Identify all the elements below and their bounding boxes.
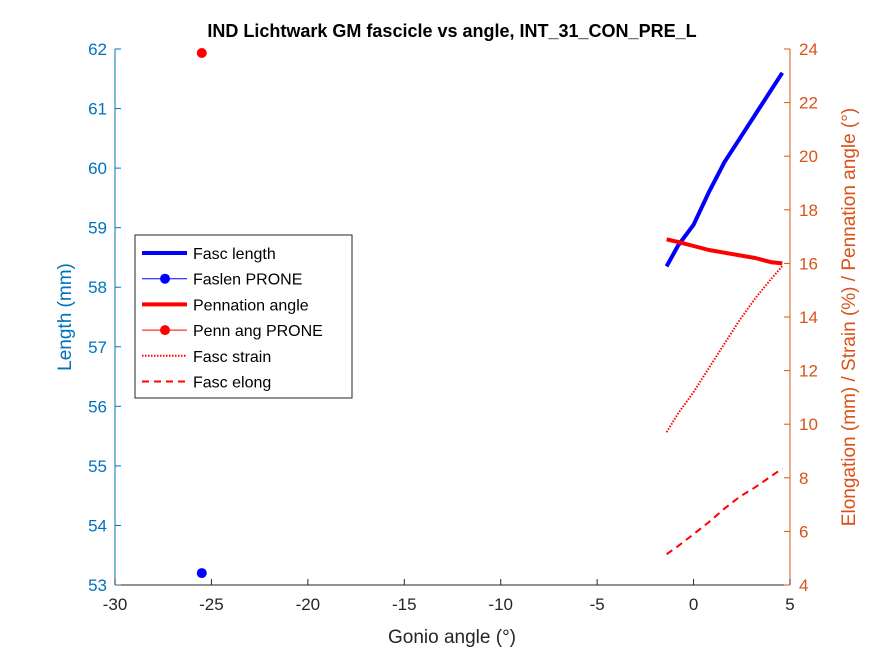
legend-marker-penn-ang-prone — [160, 325, 170, 336]
y-right-tick-label: 24 — [799, 40, 818, 59]
legend-label-fasc-strain: Fasc strain — [193, 349, 271, 366]
legend: Fasc length Faslen PRONE Pennation angle Pe… — [134, 234, 353, 399]
legend-marker-faslen-prone — [160, 273, 170, 284]
y-left-tick-label: 53 — [88, 576, 107, 595]
y-right-tick-label: 20 — [799, 147, 818, 166]
fasc-strain-line — [665, 265, 784, 433]
x-axis-label: Gonio angle (°) — [388, 627, 516, 648]
fasc-elong-line — [666, 467, 783, 556]
series-layer — [196, 48, 784, 579]
y-left-tick-label: 58 — [88, 278, 107, 297]
y-left-tick-label: 62 — [88, 40, 107, 59]
y-left-tick-label: 56 — [88, 397, 107, 416]
legend-label-pennation-angle: Pennation angle — [193, 297, 309, 314]
x-tick-label: 5 — [785, 595, 794, 614]
y-axis-left-label: Length (mm) — [55, 263, 76, 371]
y-left-tick-label: 57 — [88, 338, 107, 357]
y-right-tick-label: 10 — [799, 415, 818, 434]
x-tick-label: -25 — [199, 595, 224, 614]
x-tick-label: -15 — [392, 595, 417, 614]
axes: -30 -25 -20 -15 -10 -5 0 5535455565758596061624… — [88, 40, 818, 614]
legend-label-faslen-prone: Faslen PRONE — [193, 272, 302, 289]
legend-label-fasc-length: Fasc length — [193, 246, 276, 263]
y-axis-right-label: Elongation (mm) / Strain (%) / Pennation… — [839, 108, 860, 526]
y-left-tick-label: 54 — [88, 516, 107, 535]
chart-title: IND Lichtwark GM fascicle vs angle, INT_… — [207, 21, 696, 41]
x-tick-label: -10 — [488, 595, 513, 614]
y-right-tick-label: 4 — [799, 576, 808, 595]
y-left-tick-label: 55 — [88, 457, 107, 476]
x-tick-label: -5 — [590, 595, 605, 614]
y-right-tick-label: 8 — [799, 469, 808, 488]
y-right-tick-label: 14 — [799, 308, 818, 327]
y-right-tick-label: 16 — [799, 254, 818, 273]
legend-box — [134, 234, 353, 399]
legend-label-fasc-elong: Fasc elong — [193, 375, 271, 392]
y-left-tick-label: 60 — [88, 159, 107, 178]
penn-ang-prone-point — [196, 48, 207, 59]
y-right-tick-label: 12 — [799, 362, 818, 381]
pennation-angle-line — [666, 237, 783, 266]
fasc-length-line — [664, 71, 784, 268]
y-left-tick-label: 61 — [88, 100, 107, 119]
y-right-tick-label: 18 — [799, 201, 818, 220]
legend-label-penn-ang-prone: Penn ang PRONE — [193, 323, 323, 340]
faslen-prone-point — [196, 568, 207, 579]
x-tick-label: -30 — [103, 595, 128, 614]
y-right-tick-label: 22 — [799, 94, 818, 113]
x-tick-label: -20 — [296, 595, 321, 614]
y-left-tick-label: 59 — [88, 219, 107, 238]
y-right-tick-label: 6 — [799, 522, 808, 541]
x-tick-label: 0 — [689, 595, 698, 614]
